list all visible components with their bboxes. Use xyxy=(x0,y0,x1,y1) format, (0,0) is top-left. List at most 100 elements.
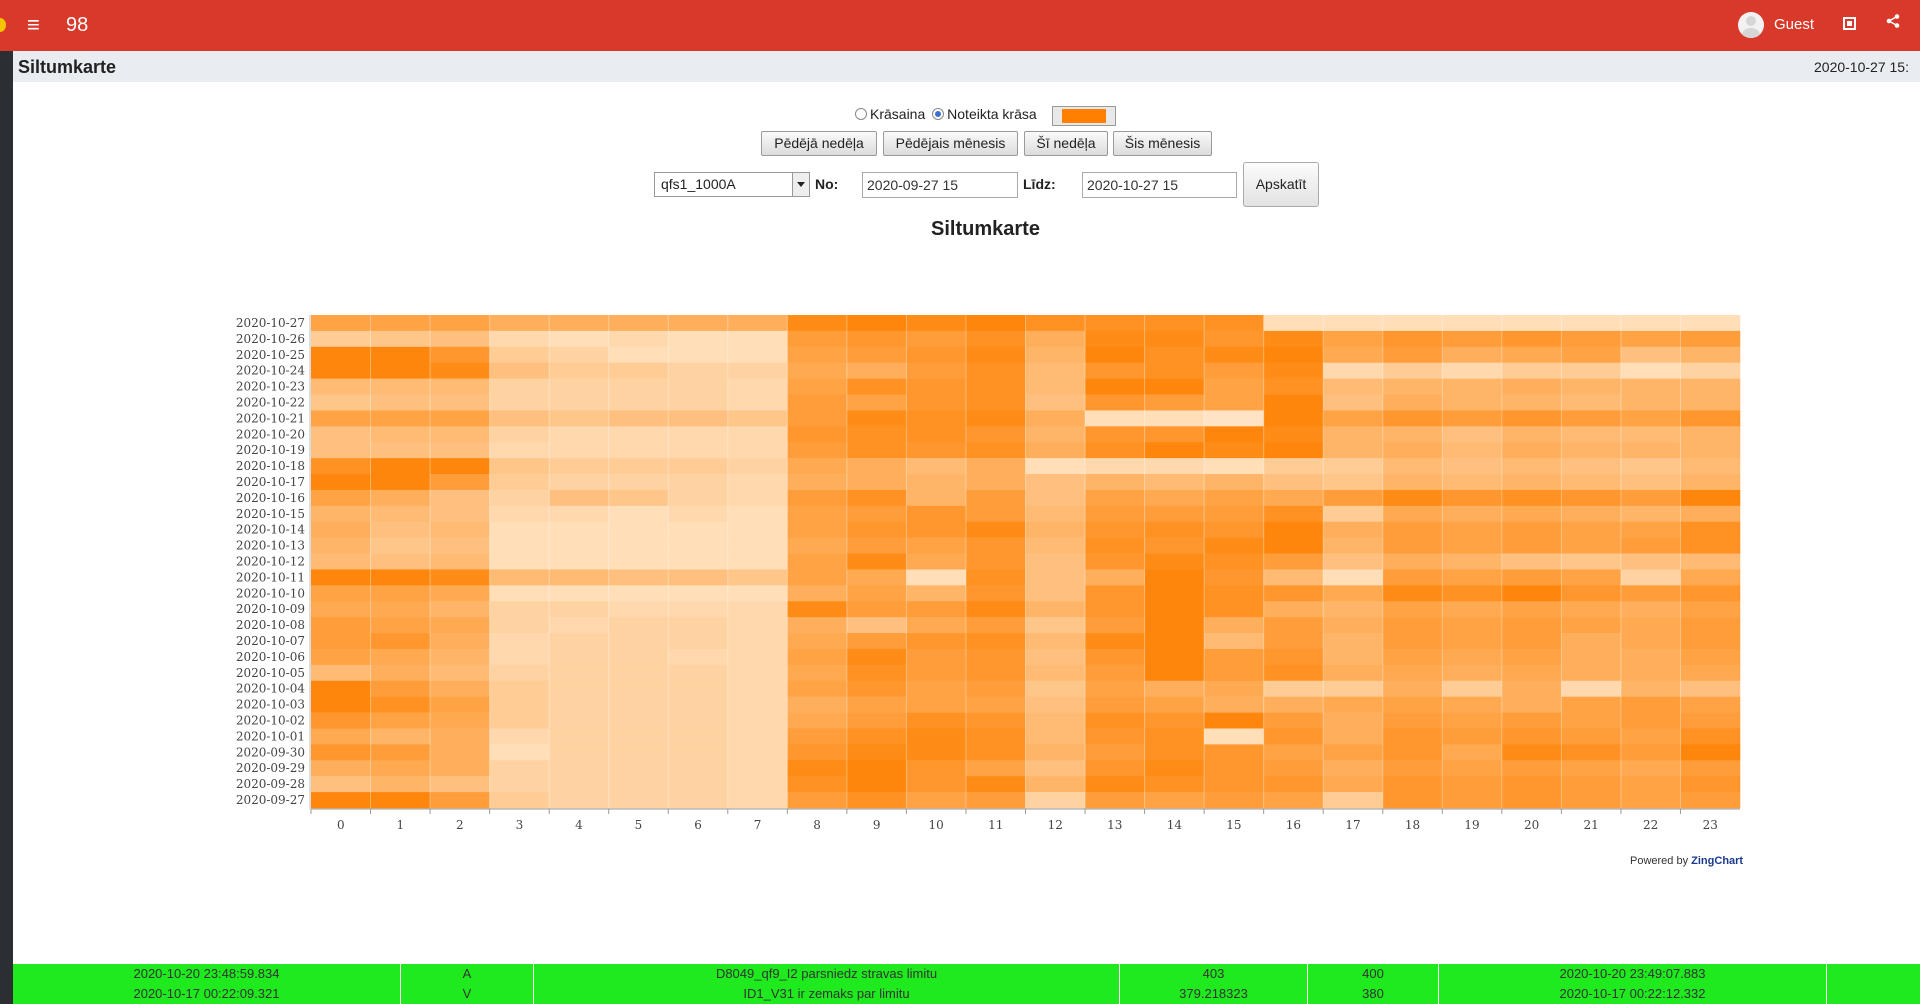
heatmap-cell[interactable] xyxy=(906,728,967,745)
heatmap-cell[interactable] xyxy=(668,489,729,507)
heatmap-cell[interactable] xyxy=(1323,537,1384,554)
heatmap-cell[interactable] xyxy=(489,776,550,793)
heatmap-cell[interactable] xyxy=(311,776,371,793)
heatmap-cell[interactable] xyxy=(1620,521,1681,538)
heatmap-cell[interactable] xyxy=(1501,394,1562,411)
heatmap-cell[interactable] xyxy=(727,664,788,682)
heatmap-cell[interactable] xyxy=(1501,585,1562,602)
heatmap-cell[interactable] xyxy=(1323,776,1384,793)
heatmap-cell[interactable] xyxy=(1085,617,1145,634)
heatmap-cell[interactable] xyxy=(1085,410,1145,427)
heatmap-cell[interactable] xyxy=(668,394,729,411)
heatmap-cell[interactable] xyxy=(1263,712,1324,729)
heatmap-cell[interactable] xyxy=(430,458,490,475)
heatmap-cell[interactable] xyxy=(489,378,550,395)
heatmap-cell[interactable] xyxy=(549,792,610,809)
heatmap-cell[interactable] xyxy=(906,617,967,634)
heatmap-cell[interactable] xyxy=(370,760,431,777)
heatmap-cell[interactable] xyxy=(608,585,669,602)
heatmap-cell[interactable] xyxy=(1680,505,1741,523)
heatmap-cell[interactable] xyxy=(1680,776,1741,793)
heatmap-cell[interactable] xyxy=(1561,553,1622,570)
heatmap-cell[interactable] xyxy=(727,426,788,443)
heatmap-cell[interactable] xyxy=(787,648,848,666)
heatmap-cell[interactable] xyxy=(1144,346,1205,364)
heatmap-cell[interactable] xyxy=(1323,474,1384,491)
heatmap-cell[interactable] xyxy=(549,394,610,411)
heatmap-cell[interactable] xyxy=(1620,680,1681,697)
heatmap-cell[interactable] xyxy=(668,458,729,475)
heatmap-cell[interactable] xyxy=(1085,362,1145,379)
menu-icon[interactable]: ≡ xyxy=(27,12,40,37)
heatmap-cell[interactable] xyxy=(608,696,669,713)
heatmap-cell[interactable] xyxy=(1501,489,1562,507)
heatmap-cell[interactable] xyxy=(1263,410,1324,427)
heatmap-cell[interactable] xyxy=(906,489,967,507)
heatmap-cell[interactable] xyxy=(727,330,788,348)
heatmap-cell[interactable] xyxy=(668,648,729,666)
heatmap-cell[interactable] xyxy=(1442,489,1503,507)
heatmap-cell[interactable] xyxy=(787,585,848,602)
heatmap-cell[interactable] xyxy=(1025,648,1086,666)
heatmap-cell[interactable] xyxy=(846,760,907,777)
heatmap-cell[interactable] xyxy=(608,458,669,475)
heatmap-cell[interactable] xyxy=(787,633,848,650)
heatmap-cell[interactable] xyxy=(1561,537,1622,554)
heatmap-cell[interactable] xyxy=(430,505,490,523)
heatmap-cell[interactable] xyxy=(489,633,550,650)
heatmap-cell[interactable] xyxy=(1323,696,1384,713)
heatmap-cell[interactable] xyxy=(1144,744,1205,761)
heatmap-cell[interactable] xyxy=(430,474,490,491)
heatmap-cell[interactable] xyxy=(1442,569,1503,586)
heatmap-cell[interactable] xyxy=(1144,792,1205,809)
heatmap-cell[interactable] xyxy=(1382,362,1443,379)
heatmap-cell[interactable] xyxy=(370,362,431,379)
heatmap-cell[interactable] xyxy=(370,569,431,586)
heatmap-cell[interactable] xyxy=(846,521,907,538)
heatmap-cell[interactable] xyxy=(1680,474,1741,491)
zingchart-link[interactable]: ZingChart xyxy=(1691,855,1744,867)
heatmap-cell[interactable] xyxy=(430,648,490,666)
heatmap-cell[interactable] xyxy=(1263,696,1324,713)
heatmap-cell[interactable] xyxy=(370,378,431,395)
heatmap-cell[interactable] xyxy=(1561,648,1622,666)
heatmap-cell[interactable] xyxy=(846,537,907,554)
heatmap-cell[interactable] xyxy=(1620,489,1681,507)
heatmap-cell[interactable] xyxy=(668,617,729,634)
heatmap-cell[interactable] xyxy=(608,474,669,491)
heatmap-cell[interactable] xyxy=(1144,553,1205,570)
heatmap-cell[interactable] xyxy=(727,569,788,586)
heatmap-cell[interactable] xyxy=(1561,505,1622,523)
heatmap-cell[interactable] xyxy=(846,426,907,443)
heatmap-cell[interactable] xyxy=(965,744,1026,761)
heatmap-cell[interactable] xyxy=(430,569,490,586)
heatmap-cell[interactable] xyxy=(787,346,848,364)
heatmap-cell[interactable] xyxy=(1680,410,1741,427)
heatmap-cell[interactable] xyxy=(965,633,1026,650)
heatmap-cell[interactable] xyxy=(1620,378,1681,395)
heatmap-cell[interactable] xyxy=(1680,696,1741,713)
heatmap-cell[interactable] xyxy=(846,696,907,713)
heatmap-cell[interactable] xyxy=(1323,648,1384,666)
heatmap-cell[interactable] xyxy=(1323,394,1384,411)
heatmap-cell[interactable] xyxy=(489,601,550,618)
heatmap-cell[interactable] xyxy=(727,585,788,602)
heatmap-cell[interactable] xyxy=(1204,458,1264,475)
heatmap-cell[interactable] xyxy=(311,378,371,395)
heatmap-cell[interactable] xyxy=(1382,633,1443,650)
heatmap-cell[interactable] xyxy=(1561,458,1622,475)
heatmap-cell[interactable] xyxy=(1085,712,1145,729)
table-row[interactable]: 2020-10-17 00:22:09.321 V ID1_V31 ir zem… xyxy=(13,984,1920,1004)
heatmap-cell[interactable] xyxy=(1144,442,1205,459)
heatmap-cell[interactable] xyxy=(1501,537,1562,554)
heatmap-cell[interactable] xyxy=(1085,633,1145,650)
heatmap-cell[interactable] xyxy=(1085,680,1145,697)
heatmap-cell[interactable] xyxy=(1501,744,1562,761)
heatmap-cell[interactable] xyxy=(1442,712,1503,729)
heatmap-cell[interactable] xyxy=(1620,346,1681,364)
heatmap-cell[interactable] xyxy=(1442,378,1503,395)
heatmap-cell[interactable] xyxy=(1025,474,1086,491)
heatmap-cell[interactable] xyxy=(965,585,1026,602)
heatmap-cell[interactable] xyxy=(311,362,371,379)
heatmap-cell[interactable] xyxy=(1561,712,1622,729)
